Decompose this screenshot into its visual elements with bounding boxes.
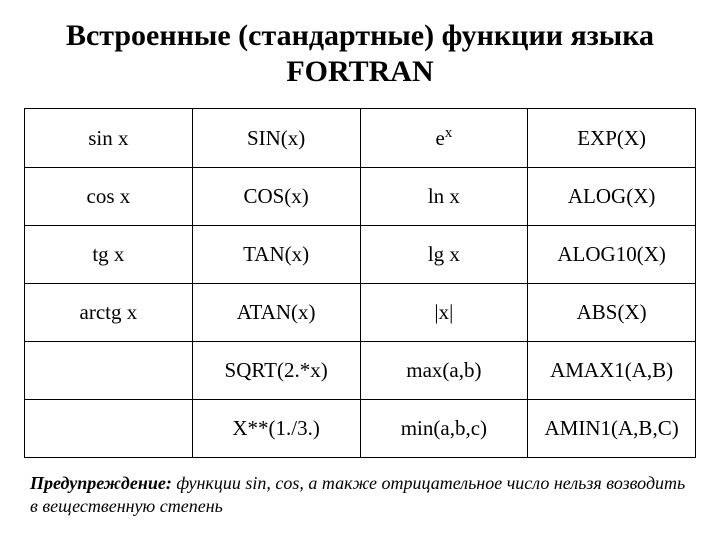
table-row: sin x SIN(x) ex EXP(X): [25, 109, 696, 168]
cell-fortran: ABS(X): [528, 284, 696, 342]
warning-note: Предупреждение: функции sin, cos, а такж…: [24, 472, 696, 517]
functions-table: sin x SIN(x) ex EXP(X) cos x COS(x) ln x…: [24, 108, 696, 458]
cell-math: [25, 400, 193, 458]
cell-fortran: ATAN(x): [192, 284, 360, 342]
cell-fortran: EXP(X): [528, 109, 696, 168]
table-row: X**(1./3.) min(a,b,c) AMIN1(A,B,C): [25, 400, 696, 458]
warning-label: Предупреждение:: [30, 473, 172, 493]
cell-math: arctg x: [25, 284, 193, 342]
cell-fortran: SQRT(2.*x): [192, 342, 360, 400]
slide: Встроенные (стандартные) функции языка F…: [0, 0, 720, 545]
slide-title: Встроенные (стандартные) функции языка F…: [24, 18, 696, 90]
cell-fortran: ALOG(X): [528, 168, 696, 226]
table-row: SQRT(2.*x) max(a,b) AMAX1(A,B): [25, 342, 696, 400]
table-row: cos x COS(x) ln x ALOG(X): [25, 168, 696, 226]
cell-fortran: COS(x): [192, 168, 360, 226]
cell-math: min(a,b,c): [360, 400, 528, 458]
cell-fortran: AMIN1(A,B,C): [528, 400, 696, 458]
cell-math: cos x: [25, 168, 193, 226]
cell-math: sin x: [25, 109, 193, 168]
cell-math: [25, 342, 193, 400]
cell-math: ex: [360, 109, 528, 168]
cell-fortran: AMAX1(A,B): [528, 342, 696, 400]
table-row: arctg x ATAN(x) |x| ABS(X): [25, 284, 696, 342]
cell-fortran: X**(1./3.): [192, 400, 360, 458]
cell-math: tg x: [25, 226, 193, 284]
cell-fortran: ALOG10(X): [528, 226, 696, 284]
cell-math: max(a,b): [360, 342, 528, 400]
cell-fortran: TAN(x): [192, 226, 360, 284]
cell-math: |x|: [360, 284, 528, 342]
cell-math: lg x: [360, 226, 528, 284]
table-row: tg x TAN(x) lg x ALOG10(X): [25, 226, 696, 284]
cell-fortran: SIN(x): [192, 109, 360, 168]
cell-math: ln x: [360, 168, 528, 226]
